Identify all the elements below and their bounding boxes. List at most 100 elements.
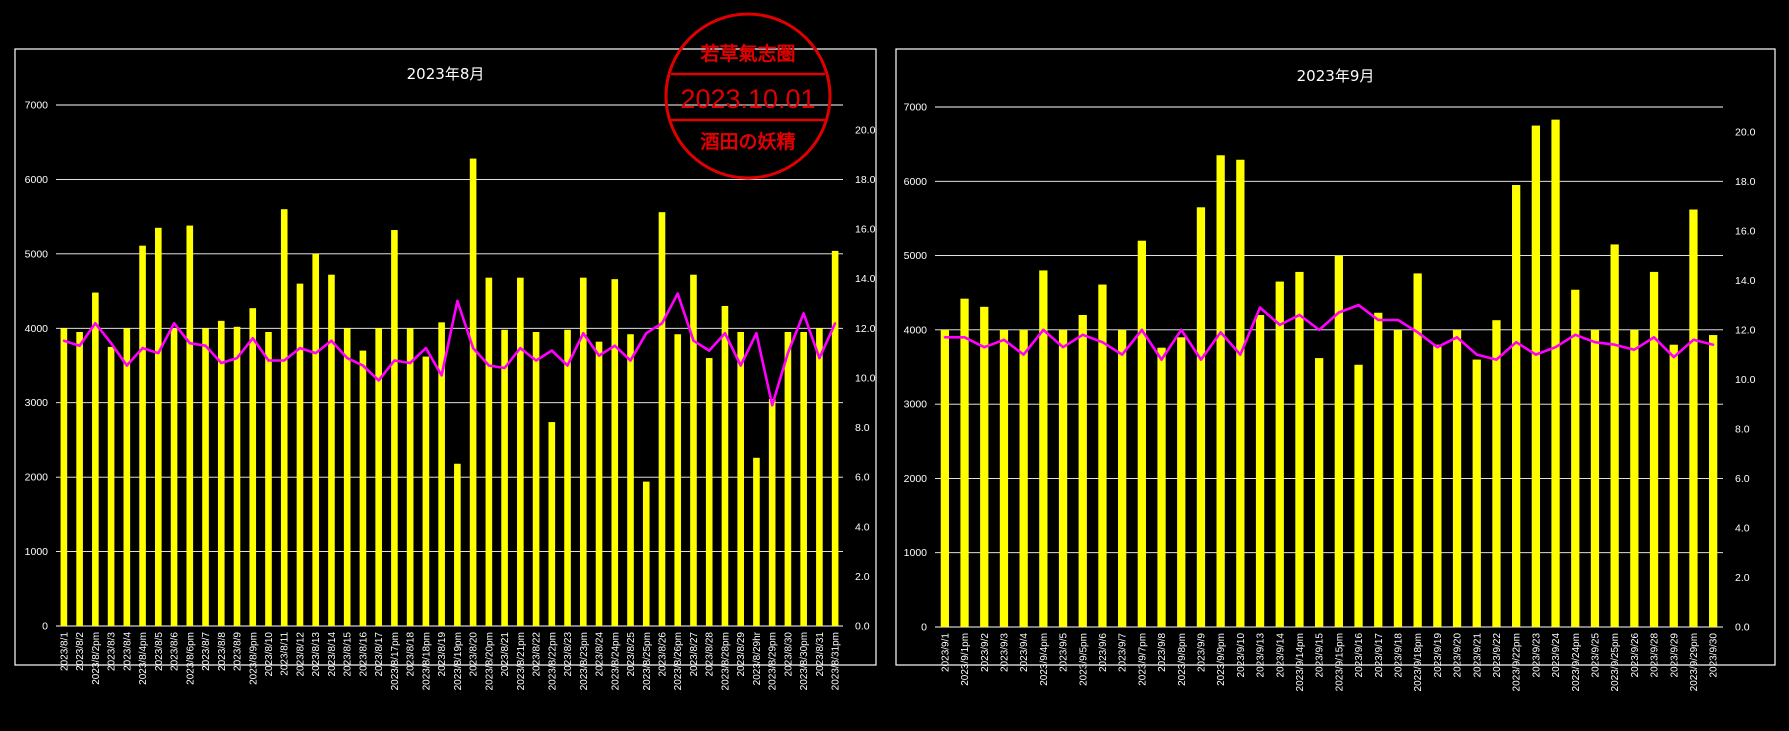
bar bbox=[940, 329, 949, 627]
bar bbox=[517, 277, 524, 626]
y-tick-label: 5000 bbox=[904, 250, 928, 262]
line-point bbox=[298, 346, 302, 350]
bar bbox=[485, 277, 493, 626]
line-point bbox=[1593, 341, 1597, 344]
x-tick-label: 2023/8/31pm bbox=[831, 632, 842, 690]
line-point bbox=[963, 336, 966, 339]
line-point bbox=[157, 351, 160, 355]
y2-tick-label: 2.0 bbox=[1735, 572, 1750, 584]
bar bbox=[831, 250, 839, 626]
bar bbox=[1610, 244, 1619, 627]
bar bbox=[1334, 255, 1343, 628]
bar bbox=[1393, 329, 1403, 627]
line-point bbox=[1239, 353, 1242, 356]
line-point bbox=[109, 341, 113, 345]
x-tick-label: 2023/9/4 bbox=[1019, 633, 1030, 672]
x-tick-label: 2023/8/6 bbox=[170, 632, 181, 671]
y2-tick-label: 4.0 bbox=[1735, 522, 1750, 534]
bar bbox=[1649, 271, 1659, 627]
x-tick-label: 2023/8/4pm bbox=[138, 632, 149, 685]
y2-tick-label: 8.0 bbox=[855, 422, 870, 434]
x-tick-label: 2023/9/14 bbox=[1275, 633, 1286, 678]
bar bbox=[579, 277, 587, 626]
line-point bbox=[1002, 338, 1006, 341]
line-point bbox=[1101, 341, 1104, 344]
x-tick-label: 2023/8/18pm bbox=[421, 632, 432, 690]
x-tick-label: 2023/8/28 bbox=[705, 632, 716, 677]
bar bbox=[1590, 329, 1600, 627]
bar bbox=[564, 329, 571, 626]
bar bbox=[249, 308, 257, 626]
y2-tick-label: 6.0 bbox=[855, 472, 870, 484]
line-point bbox=[818, 356, 821, 360]
x-tick-label: 2023/8/9pm bbox=[248, 632, 259, 685]
x-tick-label: 2023/8/26pm bbox=[673, 632, 684, 690]
line-point bbox=[125, 364, 129, 367]
x-tick-label: 2023/9/6 bbox=[1098, 633, 1109, 672]
x-tick-label: 2023/9/15 bbox=[1315, 633, 1326, 678]
x-tick-label: 2023/9/15pm bbox=[1334, 633, 1345, 691]
y2-tick-label: 14.0 bbox=[1735, 275, 1756, 287]
x-tick-label: 2023/8/31 bbox=[815, 632, 826, 677]
bar bbox=[800, 332, 807, 626]
x-tick-label: 2023/8/15 bbox=[343, 632, 354, 677]
chart-title: 2023年8月 bbox=[407, 65, 485, 83]
bar bbox=[1177, 337, 1186, 627]
line-point bbox=[519, 346, 522, 350]
bar bbox=[438, 322, 445, 626]
y-tick-label: 4000 bbox=[904, 324, 928, 336]
y2-tick-label: 4.0 bbox=[855, 521, 870, 533]
y-tick-label: 2000 bbox=[904, 473, 928, 485]
x-tick-label: 2023/8/19pm bbox=[453, 632, 464, 690]
y2-tick-label: 0.0 bbox=[1735, 622, 1750, 634]
series-line bbox=[63, 292, 837, 407]
bar bbox=[532, 332, 540, 626]
bar bbox=[999, 329, 1009, 627]
line-point bbox=[1120, 353, 1124, 356]
bar bbox=[1512, 185, 1521, 627]
bar bbox=[1255, 315, 1265, 627]
bar bbox=[1571, 289, 1580, 627]
line-point bbox=[424, 346, 428, 350]
bar bbox=[1374, 312, 1383, 627]
bar bbox=[1078, 315, 1087, 627]
y2-tick-label: 16.0 bbox=[855, 224, 876, 236]
y-tick-label: 3000 bbox=[904, 399, 928, 411]
y-tick-label: 0 bbox=[921, 622, 927, 634]
x-tick-label: 2023/9/22pm bbox=[1512, 633, 1523, 691]
x-tick-label: 2023/9/17 bbox=[1374, 633, 1385, 678]
bar bbox=[202, 328, 209, 626]
bar bbox=[501, 329, 508, 626]
x-tick-label: 2023/8/29hr bbox=[752, 631, 763, 685]
y2-tick-label: 16.0 bbox=[1735, 225, 1756, 237]
bar bbox=[960, 298, 969, 627]
x-tick-label: 2023/8/2pm bbox=[91, 632, 102, 685]
bar bbox=[469, 158, 477, 627]
x-tick-label: 2023/9/3 bbox=[1000, 633, 1011, 672]
line-point bbox=[676, 292, 679, 295]
x-tick-label: 2023/8/8 bbox=[217, 632, 228, 671]
line-point bbox=[645, 332, 648, 335]
chart-frame bbox=[14, 48, 877, 666]
x-tick-label: 2023/9/14pm bbox=[1295, 633, 1306, 691]
y2-tick-label: 6.0 bbox=[1735, 473, 1750, 485]
bar bbox=[265, 332, 272, 626]
bar bbox=[1630, 329, 1639, 627]
x-tick-label: 2023/8/16 bbox=[358, 632, 369, 677]
bar bbox=[690, 274, 697, 626]
x-tick-label: 2023/9/24pm bbox=[1571, 633, 1582, 691]
y2-tick-label: 12.0 bbox=[1735, 324, 1756, 336]
line-point bbox=[503, 366, 506, 370]
series-line bbox=[944, 303, 1714, 361]
x-tick-label: 2023/9/18 bbox=[1394, 633, 1405, 678]
bar bbox=[280, 209, 288, 626]
x-tick-label: 2023/9/2 bbox=[980, 633, 991, 672]
bar bbox=[980, 306, 989, 627]
x-tick-label: 2023/8/4 bbox=[122, 632, 133, 671]
bar bbox=[1551, 119, 1560, 627]
x-tick-label: 2023/8/10 bbox=[264, 632, 275, 677]
line-point bbox=[1436, 345, 1439, 349]
x-tick-label: 2023/8/21pm bbox=[516, 632, 527, 690]
line-point bbox=[770, 403, 774, 407]
x-tick-label: 2023/8/27 bbox=[689, 632, 700, 677]
